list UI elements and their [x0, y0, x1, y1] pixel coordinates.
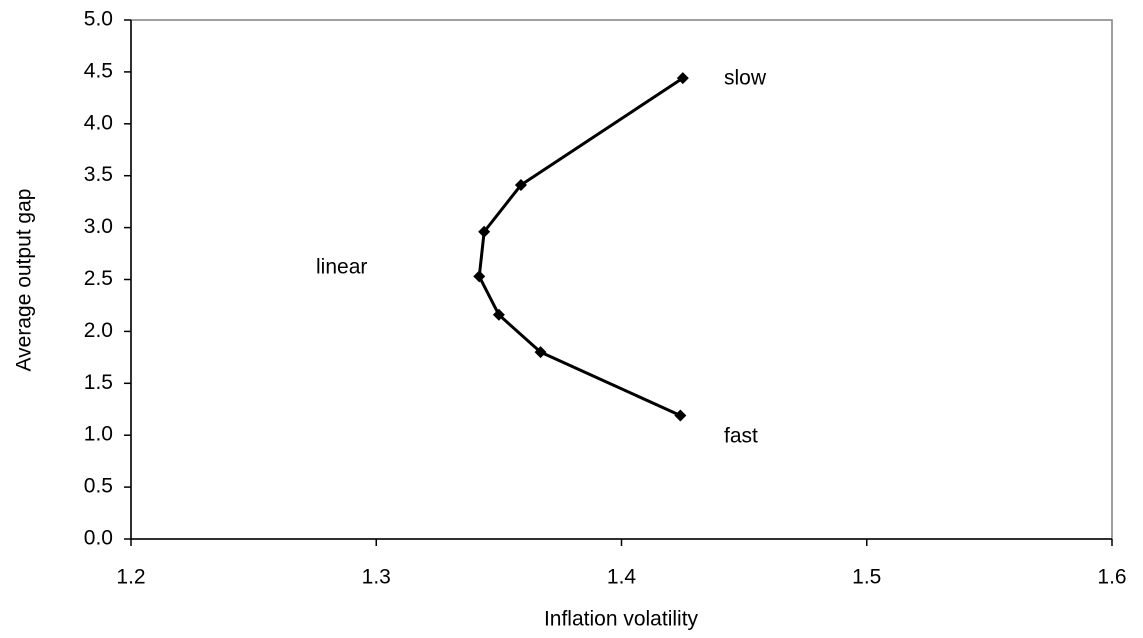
x-tick-label: 1.6: [1097, 566, 1126, 589]
y-tick-label: 2.0: [84, 319, 113, 342]
annotation: fast: [724, 425, 758, 448]
y-tick-label: 2.5: [84, 267, 113, 290]
y-tick-label: 1.0: [84, 423, 113, 446]
marker: [534, 346, 547, 359]
marker: [674, 409, 687, 422]
marker: [676, 72, 689, 85]
x-tick-label: 1.4: [607, 566, 637, 589]
y-tick-label: 1.5: [84, 371, 113, 394]
y-tick-label: 0.5: [84, 475, 113, 498]
marker: [492, 308, 505, 321]
x-tick-label: 1.3: [362, 566, 391, 589]
y-tick-label: 5.0: [84, 8, 113, 31]
x-axis-title: Inflation volatility: [544, 608, 699, 631]
line: [477, 76, 684, 417]
marker: [514, 179, 527, 192]
y-tick-label: 3.5: [84, 163, 113, 186]
y-axis-title: Average output gap: [13, 189, 36, 372]
y-tick-label: 4.0: [84, 111, 113, 134]
marker: [478, 225, 491, 238]
x-tick-label: 1.2: [116, 566, 145, 589]
y-tick-label: 3.0: [84, 215, 113, 238]
marker: [473, 270, 486, 283]
x-tick-label: 1.5: [852, 566, 881, 589]
y-tick-label: 4.5: [84, 59, 113, 82]
y-tick-label: 0.0: [84, 527, 113, 550]
annotation: linear: [316, 256, 367, 279]
plot-area: [130, 19, 1113, 540]
annotation: slow: [724, 67, 767, 90]
